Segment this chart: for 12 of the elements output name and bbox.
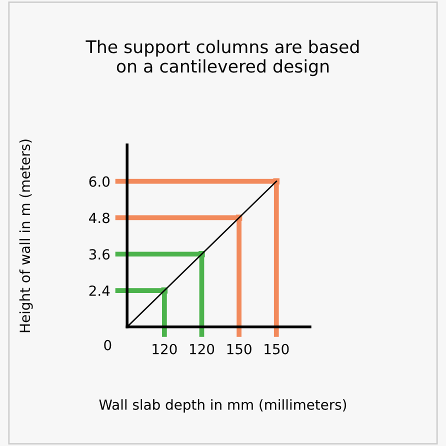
y-axis-title: Height of wall in m (meters) <box>19 140 33 332</box>
chart-title: The support columns are based on a cantilevered design <box>86 40 359 76</box>
y-tick-label: 2.4 <box>89 285 110 296</box>
y-tick-label: 3.6 <box>89 249 110 260</box>
x-tick-label: 150 <box>227 344 252 354</box>
y-tick-label: 6.0 <box>89 176 110 187</box>
y-tick-label: 4.8 <box>89 212 110 224</box>
x-axis-title: Wall slab depth in mm (millimeters) <box>99 399 346 413</box>
text: 0 <box>104 340 112 350</box>
x-tick-label: 150 <box>264 344 289 354</box>
x-tick-label: 120 <box>190 344 214 354</box>
x-tick-label: 120 <box>152 344 177 354</box>
